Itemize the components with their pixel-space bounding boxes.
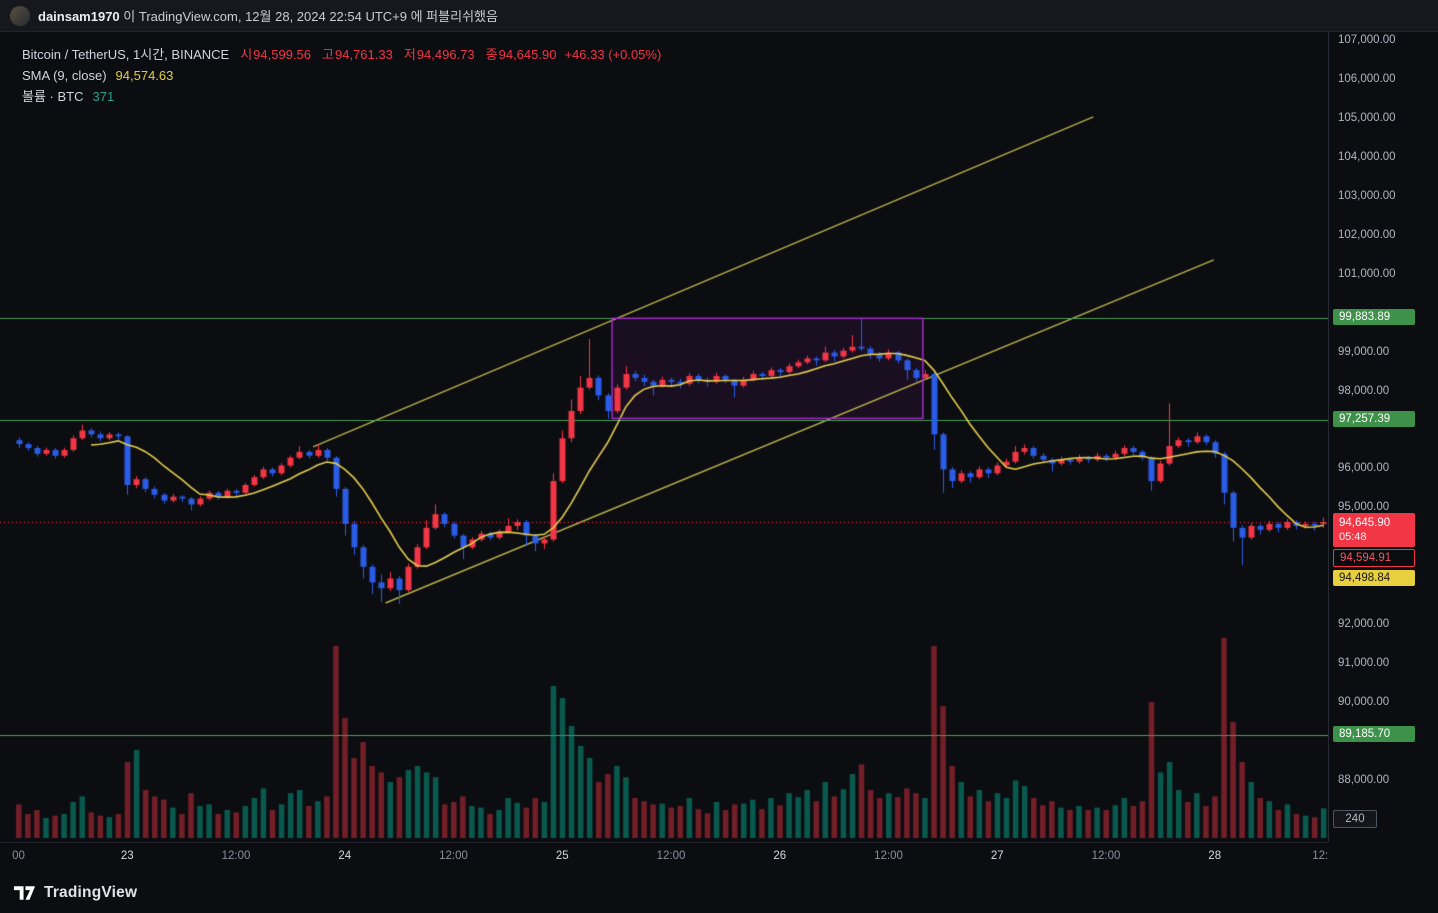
time-label: 25 xyxy=(555,850,569,862)
publisher-avatar[interactable] xyxy=(10,5,30,26)
tradingview-logo-icon[interactable] xyxy=(13,884,36,902)
price-badge-level-97257: 97,257.39 xyxy=(1333,411,1415,428)
price-tick: 99,000.00 xyxy=(1338,345,1390,358)
time-label: 26 xyxy=(773,850,787,862)
price-tick: 104,000.00 xyxy=(1338,150,1396,163)
time-label: 12:00 xyxy=(221,850,251,862)
price-tick: 96,000.00 xyxy=(1338,462,1390,475)
tradingview-brand[interactable]: TradingView xyxy=(44,883,138,901)
price-tick: 101,000.00 xyxy=(1338,267,1396,280)
price-tick: 105,000.00 xyxy=(1338,111,1396,124)
price-tick: 107,000.00 xyxy=(1338,34,1396,46)
time-label: 28 xyxy=(1208,850,1222,862)
publish-details: 이 TradingView.com, 12월 28, 2024 22:54 UT… xyxy=(119,9,498,24)
price-tick: 91,000.00 xyxy=(1338,657,1390,670)
price-badge-alert-level: 94,594.91 xyxy=(1333,549,1415,568)
publish-info: dainsam1970 이 TradingView.com, 12월 28, 2… xyxy=(38,6,498,25)
time-label: 12:00 xyxy=(1091,850,1121,862)
price-tick: 92,000.00 xyxy=(1338,618,1390,631)
time-label: 24 xyxy=(338,850,352,862)
price-tick: 88,000.00 xyxy=(1338,773,1390,786)
time-label: 12:00 xyxy=(874,850,903,862)
price-axis[interactable]: 107,000.00 106,000.00 105,000.00 104,000.00… xyxy=(1328,32,1438,842)
price-pane[interactable] xyxy=(0,32,1328,842)
price-badge-volume-axis: 240 xyxy=(1333,810,1377,828)
time-label: 12:00 xyxy=(439,850,468,862)
publish-header: dainsam1970 이 TradingView.com, 12월 28, 2… xyxy=(0,0,1438,32)
time-label: 27 xyxy=(990,850,1004,862)
price-badge-level-89185: 89,185.70 xyxy=(1333,725,1415,742)
price-badge-sma-level: 94,498.84 xyxy=(1333,570,1415,587)
time-label: 12:00 xyxy=(656,850,686,862)
time-label: 00 xyxy=(12,850,25,862)
bar-close-countdown: 05:48 xyxy=(1339,531,1367,544)
price-tick: 98,000.00 xyxy=(1338,384,1390,397)
price-tick: 106,000.00 xyxy=(1338,72,1396,85)
time-axis[interactable]: 00 23 12:00 24 12:00 25 12:00 26 12:00 27 12:00 28 1… xyxy=(0,842,1328,873)
time-label: 23 xyxy=(120,850,134,862)
price-tick: 90,000.00 xyxy=(1338,696,1390,709)
tradingview-footer: TradingView xyxy=(0,872,1438,913)
price-badge-last-price: 94,645.90 05:48 xyxy=(1333,513,1415,548)
time-label: 12:0 xyxy=(1312,850,1328,862)
price-tick: 103,000.00 xyxy=(1338,189,1396,202)
price-badge-level-99883: 99,883.89 xyxy=(1333,309,1415,326)
price-tick: 102,000.00 xyxy=(1338,228,1396,241)
publisher-username[interactable]: dainsam1970 xyxy=(38,9,120,24)
chart-region: Bitcoin / TetherUS, 1시간, BINANCE 시94,599.… xyxy=(0,32,1438,872)
price-tick: 95,000.00 xyxy=(1338,501,1390,514)
